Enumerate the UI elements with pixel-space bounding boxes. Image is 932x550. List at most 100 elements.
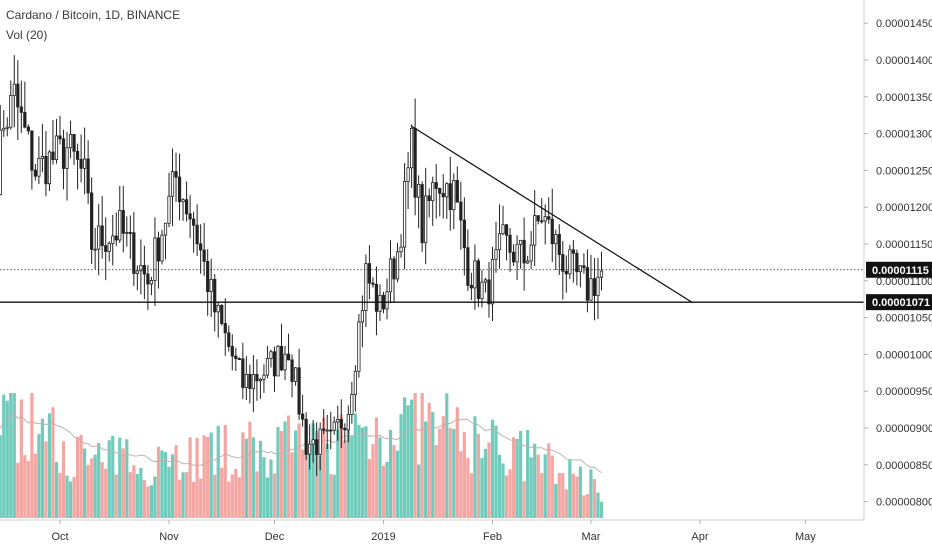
volume-bar [153, 476, 157, 518]
volume-bar [336, 429, 340, 518]
volume-bar [427, 402, 431, 518]
candle-body [206, 260, 210, 292]
candle-body [283, 353, 287, 371]
candle-body [529, 244, 533, 262]
candle-body [170, 171, 175, 197]
candle-body [153, 237, 157, 281]
volume-bar [592, 479, 597, 518]
candle-body [149, 280, 154, 285]
candle-body [448, 183, 452, 211]
candle-body [72, 133, 76, 152]
candle-body [107, 243, 111, 252]
candle-body [462, 219, 466, 249]
candle-body [318, 428, 322, 455]
y-tick-label: 0.00001050 [876, 313, 932, 325]
candle-body [16, 83, 20, 108]
candle-body [427, 195, 431, 202]
candle-body [184, 199, 189, 215]
volume-bar [54, 462, 59, 518]
candle-body [325, 429, 329, 432]
volume-ma-line [0, 412, 602, 474]
volume-bar [90, 458, 94, 518]
volume-bar [163, 452, 168, 518]
candle-body [550, 218, 554, 245]
candle-body [497, 233, 502, 251]
candle-body [311, 439, 315, 445]
support-price-tag-label: 0.00001071 [872, 297, 930, 309]
volume-bar [248, 421, 252, 518]
volume-bar [104, 468, 108, 518]
volume-bar [107, 440, 111, 518]
candle-body [395, 251, 400, 280]
volume-bar [142, 480, 146, 518]
volume-bar [519, 431, 523, 518]
candle-body [441, 192, 445, 198]
candle-body [244, 373, 248, 388]
candle-body [329, 429, 333, 432]
volume-bar [72, 477, 76, 518]
candle-body [97, 225, 101, 250]
candle-body [279, 345, 284, 371]
candle-body [290, 359, 294, 382]
volume-bar [135, 474, 139, 518]
candle-body [293, 367, 298, 382]
chart-title: Cardano / Bitcoin, 1D, BINANCE [6, 8, 181, 22]
candle-body [61, 138, 66, 169]
volume-bar [543, 454, 547, 518]
candle-body [258, 378, 263, 382]
candle-body [139, 265, 143, 272]
volume-bar [40, 418, 45, 518]
candle-body [399, 246, 403, 253]
candle-body [336, 418, 340, 423]
volume-bar [272, 473, 277, 518]
volume-bar [47, 413, 52, 518]
volume-bar [599, 501, 604, 518]
volume-bar [350, 435, 354, 518]
y-tick-label: 0.00001450 [876, 18, 932, 30]
candle-body [65, 147, 69, 169]
volume-bar [30, 393, 34, 518]
candle-body [188, 213, 192, 220]
volume-bar [452, 429, 456, 518]
candle-body [160, 234, 164, 262]
candle-body [68, 133, 73, 149]
candle-body [297, 367, 301, 415]
volume-bar [44, 441, 48, 518]
candle-body [526, 260, 530, 264]
volume-bar [466, 457, 470, 518]
volume-bar [385, 462, 389, 518]
volume-bar [290, 452, 294, 518]
volume-bar [346, 417, 350, 518]
candle-body [596, 276, 600, 296]
candle-body [23, 111, 27, 128]
candle-body [2, 127, 6, 131]
volume-bar [58, 472, 62, 518]
candle-body [564, 270, 568, 275]
volume-bar [325, 443, 329, 518]
volume-bar [473, 416, 477, 518]
volume-bar [311, 423, 315, 518]
volume-bar [181, 472, 185, 518]
candle-body [483, 279, 488, 283]
volume-bar [132, 465, 136, 518]
candle-body [230, 346, 234, 357]
volume-bar [128, 472, 132, 518]
candle-body [350, 394, 354, 415]
volume-bar [0, 435, 2, 518]
volume-bar [276, 426, 280, 518]
candle-body [431, 182, 435, 202]
volume-bar [585, 494, 590, 518]
volume-bar [160, 450, 164, 518]
candle-body [459, 201, 463, 221]
candle-body [592, 278, 597, 296]
candle-body [547, 216, 551, 220]
volume-bar [431, 412, 435, 518]
candle-body [0, 129, 2, 195]
volume-bar [265, 477, 270, 518]
volume-bar [170, 454, 175, 518]
candle-body [276, 345, 280, 377]
volume-bar [68, 481, 73, 518]
volume-bar [2, 394, 6, 518]
candle-body [455, 179, 459, 203]
